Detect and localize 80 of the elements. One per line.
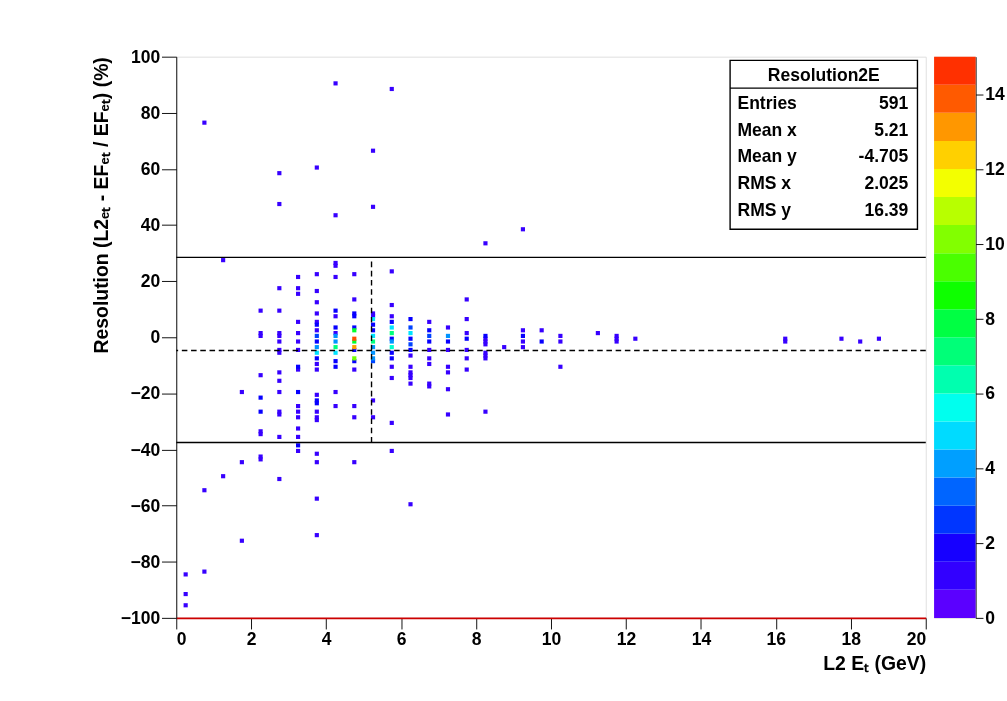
point [408, 316, 413, 322]
point [408, 331, 413, 336]
annotation: Mean x [737, 119, 798, 140]
point [389, 325, 394, 330]
annotation: Mean y [737, 146, 798, 167]
annotation: 16.39 [864, 199, 909, 220]
x-tick-label: 10 [541, 629, 562, 650]
point [333, 359, 338, 364]
y-tick-label: 60 [140, 158, 161, 179]
annotation: Entries [737, 92, 798, 113]
y-tick-label: −60 [130, 495, 161, 516]
point [258, 409, 263, 414]
y-tick-label: −80 [130, 551, 161, 572]
point [445, 339, 451, 344]
y-tick-label: 40 [140, 215, 161, 236]
point [408, 325, 413, 330]
annotation: 5.21 [874, 119, 909, 140]
annotation: 591 [879, 92, 909, 113]
point [427, 328, 432, 333]
point [314, 339, 319, 344]
x-tick-label: 16 [766, 629, 787, 650]
x-tick-label: 8 [471, 629, 482, 650]
point [296, 389, 301, 395]
point [333, 339, 338, 344]
x-tick-label: 0 [176, 629, 187, 650]
y-tick-label: −20 [130, 383, 161, 404]
x-tick-label: 20 [906, 629, 927, 650]
x-tick-label: 14 [691, 629, 712, 650]
annotation: RMS y [737, 199, 792, 220]
point [333, 325, 338, 330]
x-tick-label: 4 [321, 629, 332, 650]
point [427, 333, 432, 338]
point [389, 345, 394, 350]
point [333, 350, 338, 355]
point [314, 350, 319, 355]
y-tick-label: 100 [130, 46, 161, 67]
point [333, 308, 338, 313]
point [389, 356, 394, 361]
point [408, 336, 413, 341]
point [389, 319, 394, 324]
point [258, 395, 263, 400]
annotation: 2.025 [864, 173, 909, 194]
point [520, 333, 526, 338]
point [464, 336, 469, 341]
color-bar-label: 2 [985, 533, 996, 554]
x-axis-title: L2 Eₜ (GeV) [823, 652, 927, 675]
point [314, 345, 319, 350]
color-bar-label: 6 [985, 383, 996, 404]
point [408, 342, 413, 347]
x-tick-label: 6 [396, 629, 407, 650]
point [333, 345, 338, 350]
color-bar-label: 10 [985, 233, 1006, 254]
point [314, 356, 319, 361]
y-tick-label: −40 [130, 439, 161, 460]
point [314, 333, 319, 338]
point [539, 339, 544, 344]
point [333, 364, 338, 369]
y-tick-label: 0 [150, 327, 161, 348]
y-axis-title: Resolution (L2ₑₜ - EFₑₜ / EFₑₜ) (%) [89, 57, 112, 354]
color-bar-label: 0 [985, 607, 996, 628]
point [408, 347, 413, 353]
annotation: RMS x [737, 173, 792, 194]
point [445, 333, 451, 338]
color-bar-label: 4 [985, 458, 996, 479]
color-bar-label: 14 [985, 84, 1006, 105]
y-tick-label: 80 [140, 102, 161, 123]
y-tick-label: 20 [140, 271, 161, 292]
color-bar-label: 8 [985, 308, 996, 329]
point [389, 350, 394, 355]
color-bar-label: 12 [985, 158, 1006, 179]
point [296, 443, 301, 448]
x-tick-label: 2 [246, 629, 257, 650]
y-tick-label: −100 [120, 607, 161, 628]
annotation: Resolution2E [767, 64, 880, 85]
x-tick-label: 12 [616, 629, 637, 650]
point [370, 339, 376, 344]
x-tick-label: 18 [841, 629, 862, 650]
point [427, 339, 432, 344]
annotation: -4.705 [858, 146, 909, 167]
point [389, 331, 394, 336]
